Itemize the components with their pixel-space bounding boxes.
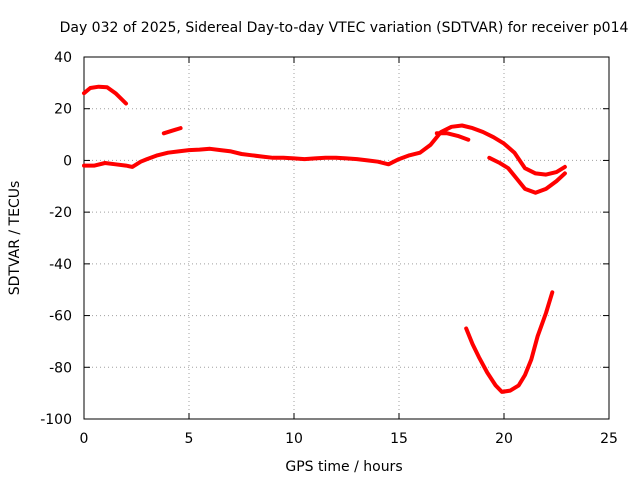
series-arc-4 (434, 131, 471, 142)
series-arc-2 (82, 123, 567, 177)
series-arc-1 (82, 84, 128, 106)
x-tick-label: 15 (390, 431, 408, 447)
x-tick-label: 25 (600, 431, 618, 447)
y-tick-label: -20 (49, 205, 72, 221)
y-tick-label: -80 (49, 360, 72, 376)
series-arc-6 (464, 290, 555, 394)
series-arc-5 (487, 155, 567, 195)
x-tick-label: 5 (185, 431, 194, 447)
y-tick-label: 40 (54, 50, 72, 66)
x-tick-label: 20 (495, 431, 513, 447)
data-series (82, 84, 567, 394)
y-tick-label: -40 (49, 257, 72, 273)
x-tick-label: 0 (80, 431, 89, 447)
x-axis-label: GPS time / hours (285, 459, 402, 475)
y-tick-label: 0 (63, 153, 72, 169)
chart-title: Day 032 of 2025, Sidereal Day-to-day VTE… (60, 20, 629, 36)
y-tick-label: 20 (54, 102, 72, 118)
y-tick-label: -100 (40, 412, 72, 428)
y-axis-label: SDTVAR / TECUs (7, 181, 23, 296)
plot-frame (83, 56, 610, 420)
grid-lines (84, 57, 609, 419)
axis-ticks: 0 5 10 15 20 25 -100 -80 -60 -40 -20 0 20 40 (40, 50, 618, 447)
series-arc-3 (161, 126, 183, 136)
x-tick-label: 10 (285, 431, 303, 447)
y-tick-label: -60 (49, 309, 72, 325)
